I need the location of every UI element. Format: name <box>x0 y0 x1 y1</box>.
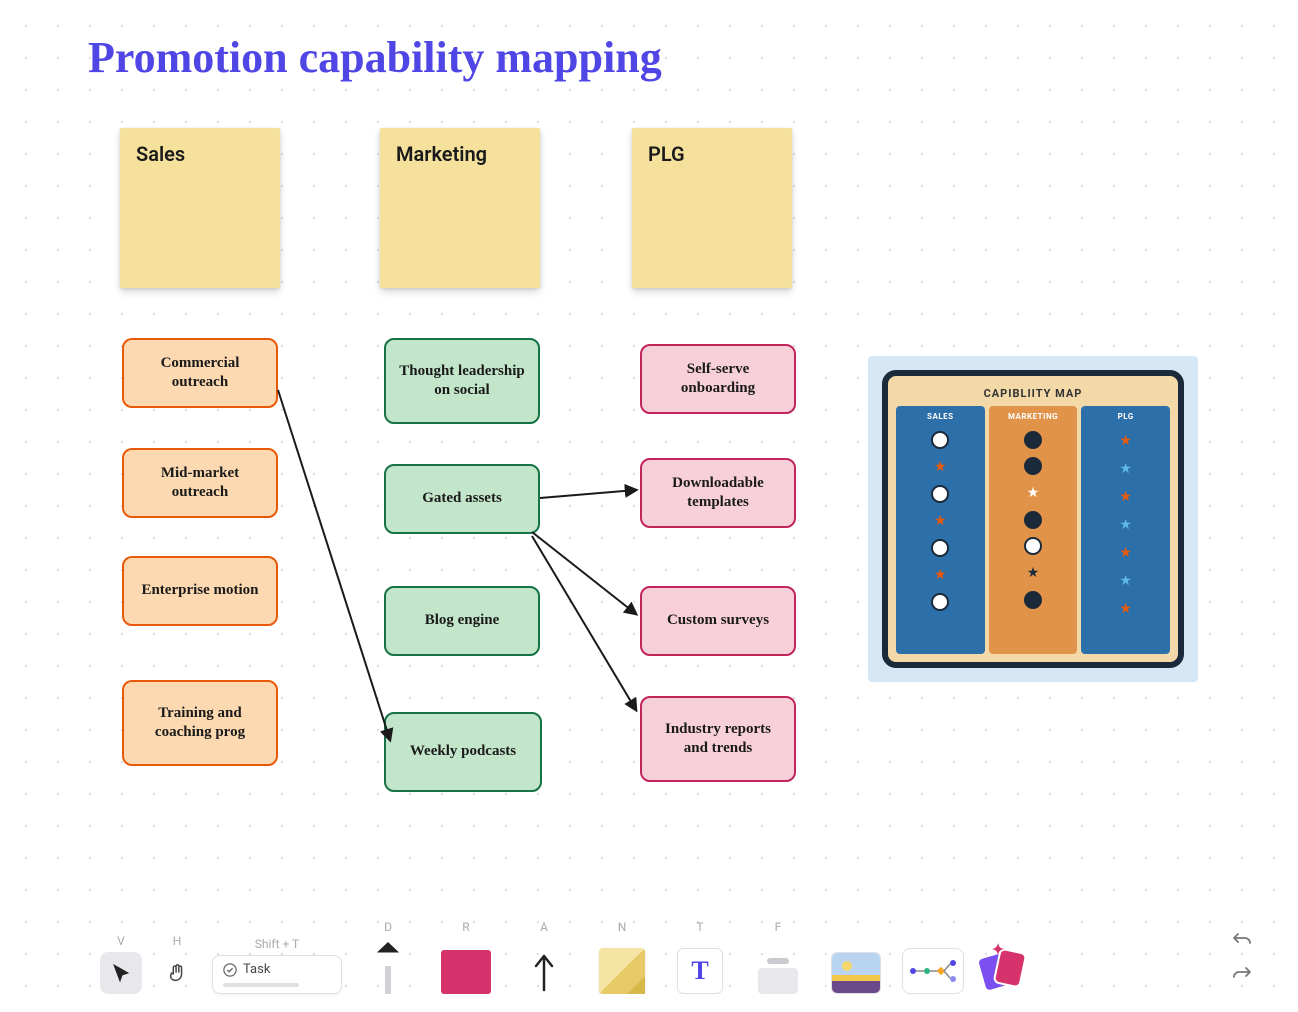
thumb-col-marketing: MARKETING ★ ★ <box>989 406 1078 654</box>
card-label: Enterprise motion <box>141 581 258 601</box>
arrow-tool[interactable] <box>512 938 576 994</box>
card-training-coaching[interactable]: Training and coaching prog <box>122 680 278 766</box>
shortcut-label: R <box>462 920 469 936</box>
image-tool[interactable] <box>824 938 888 994</box>
check-circle-icon <box>223 963 237 977</box>
undo-icon <box>1232 931 1252 947</box>
card-mid-market-outreach[interactable]: Mid-market outreach <box>122 448 278 518</box>
card-label: Weekly podcasts <box>410 742 516 762</box>
card-label: Downloadable templates <box>654 474 782 513</box>
task-tool[interactable]: Task <box>212 955 342 994</box>
card-label: Self-serve onboarding <box>654 360 782 399</box>
thumbnail-title: CAPIBLIITY MAP <box>896 384 1170 406</box>
shortcut-label: N <box>618 920 627 936</box>
shortcut-label: D <box>384 920 392 936</box>
card-commercial-outreach[interactable]: Commercial outreach <box>122 338 278 408</box>
task-label: Task <box>243 962 270 977</box>
thumbnail-inner: CAPIBLIITY MAP SALES ★ ★ ★ MARKETING ★ <box>882 370 1184 668</box>
redo-icon <box>1232 965 1252 981</box>
shortcut-label: A <box>540 920 548 936</box>
shortcut-label: Shift + T <box>255 937 299 953</box>
canvas[interactable]: Promotion capability mapping Sales Marke… <box>0 0 1298 1012</box>
task-placeholder-line <box>223 983 299 987</box>
card-label: Industry reports and trends <box>654 720 782 759</box>
undo-button[interactable] <box>1226 928 1258 954</box>
card-label: Mid-market outreach <box>136 464 264 503</box>
sticky-marketing[interactable]: Marketing <box>380 128 540 288</box>
shortcut-label: T <box>696 920 703 936</box>
arrow <box>532 532 636 614</box>
sticky-label: Sales <box>136 142 185 166</box>
cursor-icon <box>111 963 131 983</box>
sticky-sales[interactable]: Sales <box>120 128 280 288</box>
arrow <box>532 536 636 710</box>
undo-redo-group <box>1226 928 1258 994</box>
card-self-serve[interactable]: Self-serve onboarding <box>640 344 796 414</box>
image-icon <box>831 952 881 994</box>
hand-tool[interactable] <box>156 952 198 994</box>
card-industry-reports[interactable]: Industry reports and trends <box>640 696 796 782</box>
thumb-col-plg: PLG ★ ★ ★ ★ ★ ★ ★ <box>1081 406 1170 654</box>
diagram-tool[interactable] <box>902 948 964 994</box>
page-title: Promotion capability mapping <box>88 32 662 83</box>
sticky-note-icon <box>599 948 645 994</box>
ai-cards-icon <box>978 944 1028 994</box>
card-custom-surveys[interactable]: Custom surveys <box>640 586 796 656</box>
shortcut-label: V <box>117 934 125 950</box>
thumb-col-sales: SALES ★ ★ ★ <box>896 406 985 654</box>
card-label: Commercial outreach <box>136 354 264 393</box>
card-enterprise-motion[interactable]: Enterprise motion <box>122 556 278 626</box>
card-label: Custom surveys <box>667 611 769 631</box>
card-downloadable[interactable]: Downloadable templates <box>640 458 796 528</box>
sticky-label: PLG <box>648 142 685 166</box>
shortcut-label: H <box>173 934 182 950</box>
capability-map-thumbnail[interactable]: CAPIBLIITY MAP SALES ★ ★ ★ MARKETING ★ <box>868 356 1198 682</box>
text-tool[interactable]: T <box>668 938 732 994</box>
card-blog-engine[interactable]: Blog engine <box>384 586 540 656</box>
redo-button[interactable] <box>1226 962 1258 988</box>
card-weekly-podcasts[interactable]: Weekly podcasts <box>384 712 542 792</box>
flow-icon <box>907 956 959 986</box>
sticky-tool[interactable] <box>590 938 654 994</box>
card-label: Gated assets <box>422 489 502 509</box>
pen-tool[interactable] <box>356 938 420 994</box>
text-icon: T <box>677 948 723 994</box>
arrow <box>278 390 390 740</box>
sticky-plg[interactable]: PLG <box>632 128 792 288</box>
toolbar: V H Shift + T Task D R A <box>100 914 1258 994</box>
sticky-label: Marketing <box>396 142 487 166</box>
rectangle-icon <box>441 950 491 994</box>
card-label: Blog engine <box>425 611 500 631</box>
shortcut-label: F <box>775 920 782 936</box>
card-label: Training and coaching prog <box>136 704 264 743</box>
arrow <box>540 490 636 498</box>
shape-tool[interactable] <box>434 938 498 994</box>
hand-icon <box>166 962 188 984</box>
frame-icon <box>757 958 799 994</box>
frame-tool[interactable] <box>746 938 810 994</box>
card-label: Thought leadership on social <box>398 362 526 401</box>
card-gated-assets[interactable]: Gated assets <box>384 464 540 534</box>
select-tool[interactable] <box>100 952 142 994</box>
arrow-up-icon <box>528 950 560 994</box>
pen-icon <box>377 942 399 994</box>
ai-tool[interactable] <box>978 944 1028 994</box>
card-thought-leadership[interactable]: Thought leadership on social <box>384 338 540 424</box>
